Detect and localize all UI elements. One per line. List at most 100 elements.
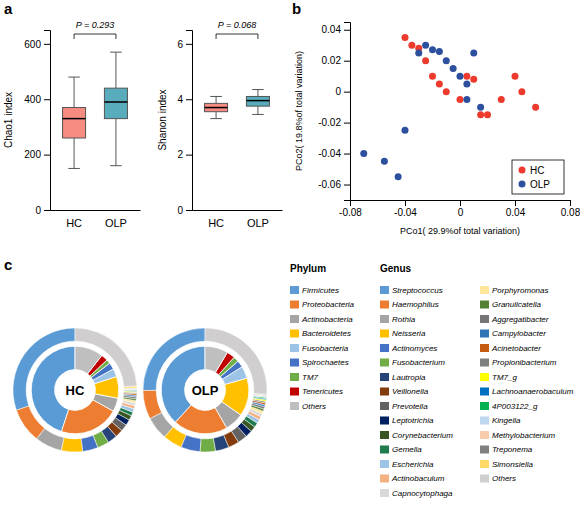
y-axis-title: PCo2( 19.8%of total variation) bbox=[294, 51, 304, 171]
y-tick-label: 0.02 bbox=[322, 55, 342, 66]
legend-title: Phylum bbox=[290, 263, 326, 274]
legend-label: Corynebacterium bbox=[392, 431, 453, 440]
legend-swatch bbox=[290, 286, 299, 294]
x-tick-label: HC bbox=[208, 217, 224, 229]
legend-swatch bbox=[290, 359, 299, 367]
x-tick-label: -0.08 bbox=[339, 207, 362, 218]
legend-item: Haemophilus bbox=[380, 300, 439, 309]
legend-item: Porphyromonas bbox=[480, 286, 548, 295]
x-tick-mark bbox=[570, 200, 571, 206]
legend-item: Leptotrichia bbox=[380, 416, 434, 425]
legend-label: Propionibacterium bbox=[492, 358, 557, 367]
legend-swatch bbox=[480, 388, 489, 396]
plot-area bbox=[205, 90, 270, 119]
point bbox=[470, 76, 477, 83]
point bbox=[443, 57, 450, 64]
y-tick-label: -0.02 bbox=[318, 117, 341, 128]
y-axis-line bbox=[344, 23, 351, 201]
legend-item: Proteobacteria bbox=[290, 300, 355, 309]
legend-swatch bbox=[380, 446, 389, 454]
legend-label: 4P003122_g bbox=[492, 402, 538, 411]
donut-center-label: HC bbox=[66, 383, 85, 398]
legend-item: Prevotella bbox=[380, 402, 428, 411]
y-axis: 0246 bbox=[177, 31, 192, 216]
point bbox=[477, 111, 484, 118]
cap-low bbox=[68, 168, 80, 169]
y-tick-mark bbox=[44, 155, 50, 156]
legend-swatch bbox=[290, 373, 299, 381]
legend-item: Actinobaculum bbox=[380, 474, 445, 483]
legend-swatch bbox=[480, 475, 489, 483]
x-axis-line bbox=[51, 210, 141, 211]
y-tick-label: 400 bbox=[24, 94, 41, 105]
legend-label: Actinomyces bbox=[391, 344, 437, 353]
legend-swatch bbox=[480, 359, 489, 367]
legend-item: Lautropia bbox=[380, 373, 426, 382]
y-tick-label: 4 bbox=[177, 94, 183, 105]
legend-item: Actinomyces bbox=[380, 344, 437, 353]
y-tick-mark bbox=[186, 99, 192, 100]
point bbox=[457, 73, 464, 80]
y-tick-mark bbox=[344, 30, 350, 31]
whisker-low bbox=[74, 138, 75, 168]
point bbox=[402, 127, 409, 134]
cap-high bbox=[210, 96, 222, 97]
y-tick-label: 6 bbox=[177, 39, 183, 50]
legend-label: Lachnoanaerobaculum bbox=[492, 387, 574, 396]
point bbox=[395, 173, 402, 180]
legend-label: Tenericutes bbox=[302, 387, 343, 396]
legend-label: Porphyromonas bbox=[492, 286, 548, 295]
y-tick: 2 bbox=[177, 149, 192, 160]
x-tick: OLP bbox=[105, 217, 127, 229]
y-tick-mark bbox=[44, 99, 50, 100]
legend-item: Streptococcus bbox=[380, 286, 443, 295]
median bbox=[104, 101, 127, 103]
point bbox=[360, 150, 367, 157]
legend-label: Haemophilus bbox=[392, 300, 439, 309]
x-tick: -0.08 bbox=[339, 200, 362, 218]
x-tick: HC bbox=[66, 217, 82, 229]
legend-label: Others bbox=[492, 474, 516, 483]
y-tick: 6 bbox=[177, 39, 192, 50]
legend-frame bbox=[512, 160, 564, 194]
point bbox=[463, 80, 470, 87]
x-tick: 0.08 bbox=[561, 200, 580, 218]
point bbox=[470, 49, 477, 56]
legend-swatch bbox=[380, 344, 389, 352]
y-tick: 0.02 bbox=[322, 55, 350, 66]
legend-item: Veillonella bbox=[380, 387, 429, 396]
legend-label: Aggregatibacter bbox=[491, 315, 549, 324]
slice bbox=[205, 346, 227, 372]
legend-label: Granulicatella bbox=[492, 300, 541, 309]
legend-swatch bbox=[480, 431, 489, 439]
slice bbox=[37, 428, 65, 450]
legend-item: Escherichia bbox=[380, 460, 434, 469]
x-tick: 0 bbox=[458, 200, 464, 218]
legend-item: Treponema bbox=[480, 445, 533, 454]
legend-swatch bbox=[380, 417, 389, 425]
x-tick-label: 0.08 bbox=[561, 207, 580, 218]
legend-swatch bbox=[480, 301, 489, 309]
legend-label: Gemella bbox=[392, 445, 422, 454]
whisker-high bbox=[74, 77, 75, 107]
legend-item: Lachnoanaerobaculum bbox=[480, 387, 574, 396]
legend-label: TM7_g bbox=[492, 373, 517, 382]
y-tick-label: 0.04 bbox=[322, 24, 342, 35]
cap-high bbox=[252, 89, 264, 90]
panel-label: a bbox=[4, 0, 13, 17]
legend-label: Treponema bbox=[492, 445, 533, 454]
point bbox=[415, 49, 422, 56]
legend-swatch bbox=[380, 301, 389, 309]
y-tick-mark bbox=[344, 92, 350, 93]
legend-swatch bbox=[380, 315, 389, 323]
ring bbox=[31, 346, 119, 434]
box-body bbox=[63, 108, 86, 138]
ring bbox=[13, 328, 137, 452]
x-tick: -0.04 bbox=[394, 200, 417, 218]
point bbox=[450, 65, 457, 72]
y-tick: -0.04 bbox=[318, 148, 350, 159]
legend-item: Fusobacteria bbox=[290, 344, 349, 353]
legend-swatch bbox=[519, 167, 526, 174]
point bbox=[532, 104, 539, 111]
y-tick-mark bbox=[344, 154, 350, 155]
